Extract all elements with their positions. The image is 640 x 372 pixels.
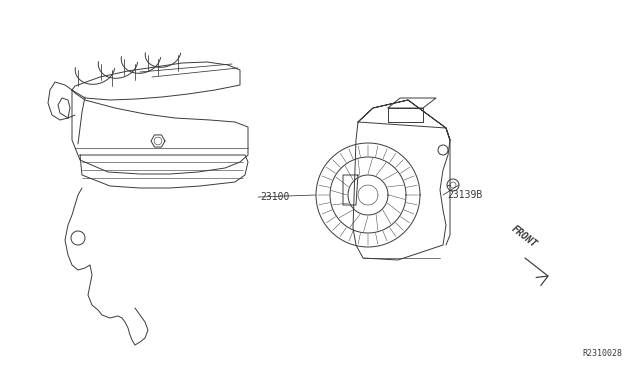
Text: R2310028: R2310028 — [582, 349, 622, 358]
Text: 23139B: 23139B — [447, 190, 483, 200]
Text: FRONT: FRONT — [510, 224, 540, 250]
Text: 23100: 23100 — [260, 192, 289, 202]
